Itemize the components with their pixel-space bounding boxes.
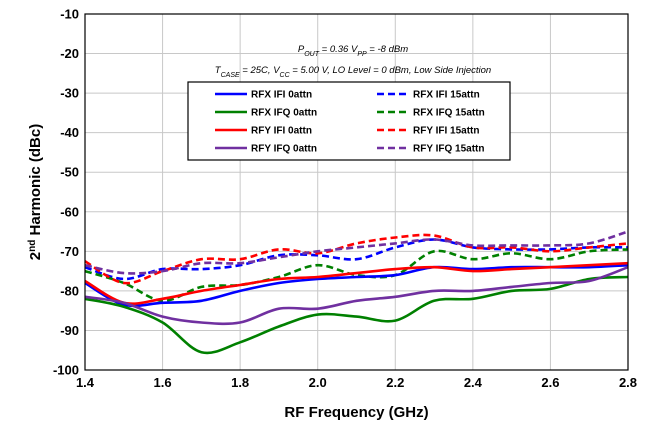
x-axis-title: RF Frequency (GHz): [284, 404, 428, 421]
x-tick-label: 2.0: [309, 375, 327, 390]
series-line-rfx-ifq-15attn: [84, 248, 629, 303]
grid-lines: [85, 14, 628, 370]
y-tick-label: -90: [60, 323, 79, 338]
x-tick-label: 1.8: [231, 375, 249, 390]
y-tick-label: -20: [60, 46, 79, 61]
series-layer: [84, 230, 629, 355]
y-tick-label: -10: [60, 7, 79, 22]
y-tick-label: -70: [60, 244, 79, 259]
y-tick-label: -40: [60, 125, 79, 140]
x-tick-label: 2.6: [541, 375, 559, 390]
legend-label: RFY IFQ 15attn: [413, 144, 485, 155]
y-tick-label: -80: [60, 283, 79, 298]
plot-border: [84, 13, 629, 371]
legend-label: RFX IFI 0attn: [251, 90, 312, 101]
plot-area: [85, 14, 628, 370]
y-tick-label: -60: [60, 204, 79, 219]
legend-label: RFX IFQ 15attn: [413, 108, 485, 119]
tick-labels: 1.4 1.6 1.8 2.0 2.2 2.4 2.6 2.8 -100 -90 -80 -70 -60…: [53, 7, 637, 391]
x-tick-label: 2.4: [464, 375, 483, 390]
y-tick-label: -50: [60, 165, 79, 180]
legend-label: RFX IFI 15attn: [413, 90, 480, 101]
x-tick-label: 1.6: [154, 375, 172, 390]
y-axis-title: 2nd Harmonic (dBc): [27, 124, 45, 260]
legend-label: RFY IFI 15attn: [413, 126, 480, 137]
legend: RFX IFI 0attn RFX IFI 15attn RFX IFQ 0attn…: [187, 81, 511, 161]
y-tick-label: -100: [53, 363, 79, 378]
series-line-rfy-ifi-0attn: [84, 261, 629, 305]
x-tick-label: 2.8: [619, 375, 637, 390]
x-tick-label: 2.2: [386, 375, 404, 390]
series-line-rfx-ifq-0attn: [84, 275, 629, 355]
series-line-rfy-ifq-15attn: [84, 230, 629, 275]
legend-label: RFY IFI 0attn: [251, 126, 312, 137]
annotation-pout: POUT = 0.36 VPP = -8 dBm: [298, 44, 408, 58]
annotation-conditions: TCASE = 25C, VCC = 5.00 V, LO Level = 0 …: [215, 65, 491, 79]
y-tick-label: -30: [60, 86, 79, 101]
series-line-rfy-ifq-0attn: [84, 265, 629, 326]
legend-label: RFX IFQ 0attn: [251, 108, 317, 119]
legend-label: RFY IFQ 0attn: [251, 144, 317, 155]
x-tick-label: 1.4: [76, 375, 95, 390]
